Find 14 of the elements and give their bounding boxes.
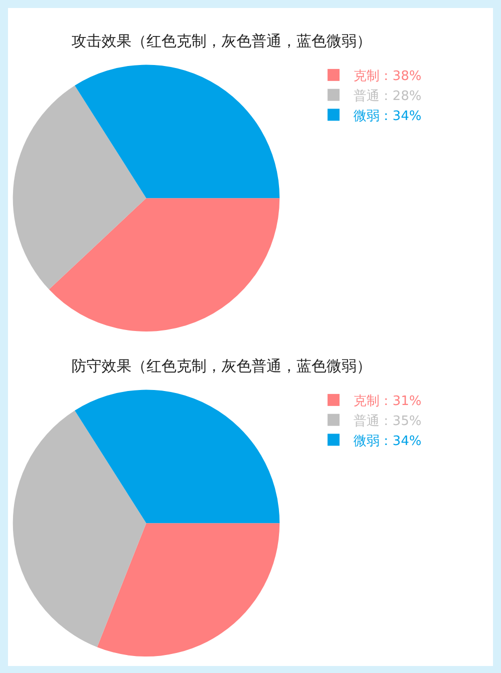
legend-label: 微弱：34% xyxy=(354,108,422,124)
chart-title: 防守效果（红色克制，灰色普通，蓝色微弱） xyxy=(71,356,372,375)
pie-slice xyxy=(74,390,280,524)
legend-label: 普通：28% xyxy=(354,88,422,104)
legend-label: 普通：35% xyxy=(354,412,422,429)
pie-slice xyxy=(12,410,146,648)
pie-slice xyxy=(49,198,280,332)
legend-label: 克制：38% xyxy=(354,69,422,84)
legend-label: 克制：31% xyxy=(354,394,422,410)
pie-slice xyxy=(74,65,280,198)
pie-slice xyxy=(12,86,146,290)
chart-title: 攻击效果（红色克制，灰色普通，蓝色微弱） xyxy=(71,32,372,50)
pie-slice xyxy=(97,523,280,656)
legend-label: 微弱：34% xyxy=(354,434,422,449)
